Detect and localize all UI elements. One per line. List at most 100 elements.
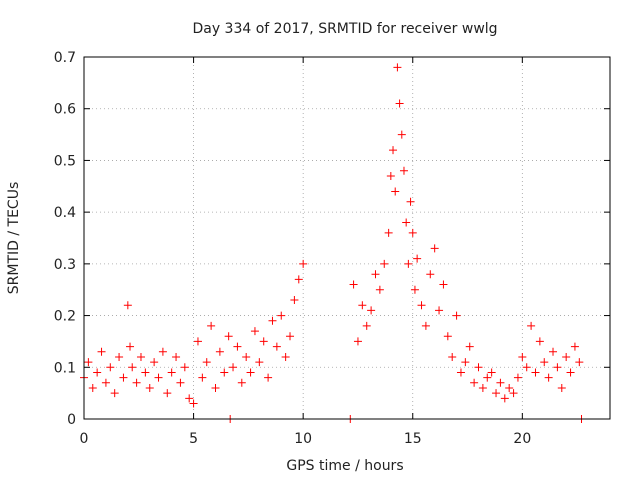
data-point	[518, 352, 527, 361]
y-tick-label: 0.1	[54, 360, 76, 376]
data-point	[349, 280, 358, 289]
data-point	[399, 166, 408, 175]
data-point	[553, 363, 562, 372]
data-point	[259, 337, 268, 346]
y-tick-label: 0.2	[54, 309, 76, 325]
data-point	[202, 358, 211, 367]
data-point	[430, 244, 439, 253]
data-point	[167, 368, 176, 377]
data-point	[371, 270, 380, 279]
data-point	[549, 347, 558, 356]
data-point	[250, 327, 259, 336]
data-point	[185, 394, 194, 403]
data-point	[448, 352, 457, 361]
data-point	[211, 383, 220, 392]
data-point	[154, 373, 163, 382]
data-point	[158, 347, 167, 356]
data-point	[435, 306, 444, 315]
data-point	[290, 296, 299, 305]
data-point	[128, 363, 137, 372]
data-point	[408, 228, 417, 237]
data-point	[395, 99, 404, 108]
data-point	[255, 358, 264, 367]
data-point	[272, 342, 281, 351]
data-point	[123, 301, 132, 310]
data-point	[410, 285, 419, 294]
data-point	[358, 301, 367, 310]
data-point	[132, 378, 141, 387]
data-points	[80, 63, 586, 423]
data-point	[386, 171, 395, 180]
data-point	[505, 383, 514, 392]
data-point	[397, 130, 406, 139]
data-point	[527, 321, 536, 330]
x-tick-label: 0	[80, 431, 89, 447]
data-point	[119, 373, 128, 382]
data-point	[299, 259, 308, 268]
data-point	[421, 321, 430, 330]
data-point	[163, 389, 172, 398]
data-point	[180, 363, 189, 372]
data-point	[570, 342, 579, 351]
data-point	[456, 368, 465, 377]
data-point	[443, 332, 452, 341]
axis-ticks: 0 0.1 0.2 0.3 0.4 0.5 0.6 0.7 0 5 10 15 20	[54, 50, 610, 447]
data-point	[562, 352, 571, 361]
data-point	[540, 358, 549, 367]
data-point	[509, 389, 518, 398]
data-point	[237, 378, 246, 387]
data-point	[406, 197, 415, 206]
data-point	[522, 363, 531, 372]
plot-frame	[83, 56, 611, 420]
data-point	[281, 352, 290, 361]
data-point	[478, 383, 487, 392]
data-point	[246, 368, 255, 377]
data-point	[531, 368, 540, 377]
data-point	[277, 311, 286, 320]
data-point	[84, 358, 93, 367]
grid-lines	[84, 57, 610, 419]
x-tick-label: 10	[294, 431, 312, 447]
data-point	[402, 218, 411, 227]
data-point	[417, 301, 426, 310]
y-tick-label: 0.4	[54, 205, 76, 221]
data-point	[93, 368, 102, 377]
data-point	[575, 358, 584, 367]
data-point	[268, 316, 277, 325]
x-tick-label: 20	[513, 431, 531, 447]
data-point	[389, 146, 398, 155]
data-point	[229, 363, 238, 372]
y-tick-label: 0.6	[54, 102, 76, 118]
data-point	[150, 358, 159, 367]
data-point	[198, 373, 207, 382]
data-point	[176, 378, 185, 387]
data-point	[535, 337, 544, 346]
data-point	[242, 352, 251, 361]
y-tick-label: 0.7	[54, 50, 76, 66]
data-point	[353, 337, 362, 346]
y-tick-label: 0.3	[54, 257, 76, 273]
chart-title: Day 334 of 2017, SRMTID for receiver wwl…	[192, 21, 497, 37]
data-point	[500, 394, 509, 403]
data-point	[145, 383, 154, 392]
data-point	[101, 378, 110, 387]
x-axis-label: GPS time / hours	[286, 458, 403, 474]
data-point	[215, 347, 224, 356]
data-point	[439, 280, 448, 289]
data-point	[391, 187, 400, 196]
data-point	[141, 368, 150, 377]
data-point	[220, 368, 229, 377]
data-point	[492, 389, 501, 398]
data-point	[513, 373, 522, 382]
y-axis-label: SRMTID / TECUs	[6, 182, 22, 295]
data-point	[483, 373, 492, 382]
data-point	[193, 337, 202, 346]
data-point	[189, 399, 198, 408]
data-point	[286, 332, 295, 341]
data-point	[233, 342, 242, 351]
data-point	[97, 347, 106, 356]
data-point	[465, 342, 474, 351]
data-point	[136, 352, 145, 361]
data-point	[452, 311, 461, 320]
